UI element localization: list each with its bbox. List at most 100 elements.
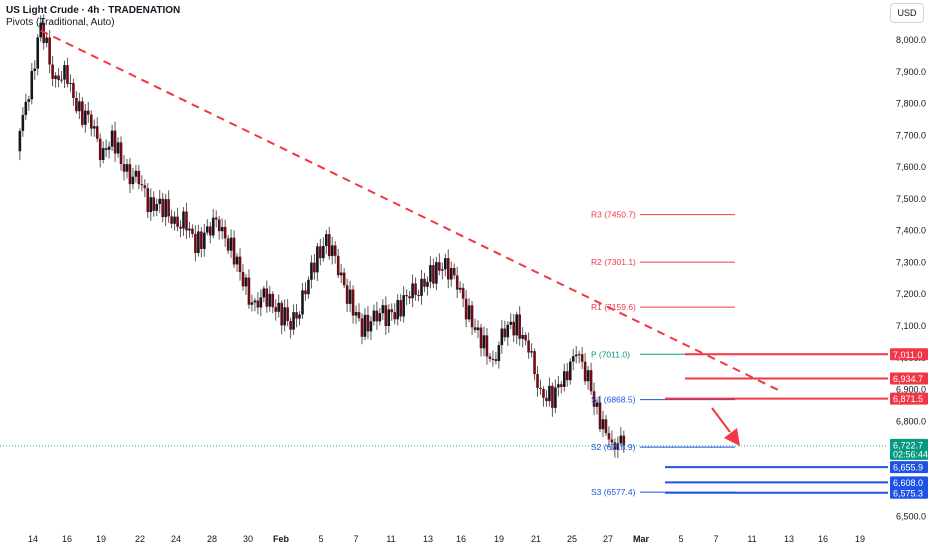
candle-body xyxy=(30,71,34,100)
candle-body xyxy=(176,216,179,227)
candle-body xyxy=(446,258,450,280)
candle-body xyxy=(366,314,370,332)
candle-body xyxy=(384,305,388,327)
candle-body xyxy=(313,262,316,273)
candle-body xyxy=(542,388,545,398)
candle-body xyxy=(238,256,242,273)
candle-body xyxy=(545,397,548,402)
candle-body xyxy=(417,295,420,297)
candle-body xyxy=(292,312,295,330)
candle-body xyxy=(530,351,533,353)
candle-body xyxy=(197,231,200,253)
candle-body xyxy=(203,232,206,249)
candle-body xyxy=(51,64,54,79)
candle-body xyxy=(253,300,257,303)
candle-body xyxy=(84,110,87,125)
candle-body xyxy=(319,246,322,259)
candle-body xyxy=(214,217,218,220)
candle-body xyxy=(449,268,453,280)
candle-body xyxy=(57,75,60,80)
candle-body xyxy=(536,374,539,388)
candle-body xyxy=(116,142,120,154)
candle-body xyxy=(485,335,489,357)
candle-body xyxy=(60,79,63,81)
pivot-label: P (7011.0) xyxy=(591,349,630,359)
candle-body xyxy=(307,279,310,295)
candle-body xyxy=(256,300,260,308)
candle-body xyxy=(592,391,596,407)
candle-body xyxy=(182,211,185,229)
level-lines xyxy=(0,353,888,494)
level-tag xyxy=(890,348,928,361)
candle-body xyxy=(164,199,167,218)
level-tag-label: 6,871.5 xyxy=(893,394,923,404)
candle-body xyxy=(107,146,111,150)
y-tick-label: 7,500.0 xyxy=(896,194,926,204)
candle-body xyxy=(277,302,280,312)
candle-body xyxy=(226,238,230,251)
candle-body xyxy=(491,358,495,360)
x-tick-label: Feb xyxy=(273,534,290,544)
candle-body xyxy=(322,245,325,259)
candle-body xyxy=(39,22,42,38)
candle-body xyxy=(27,99,31,102)
candle-body xyxy=(381,305,385,314)
candle-body xyxy=(220,226,224,232)
candle-body xyxy=(506,324,510,338)
level-tag xyxy=(890,486,928,499)
candle-body xyxy=(554,387,557,408)
candle-body xyxy=(548,385,551,402)
candle-body xyxy=(512,321,516,336)
candle-body xyxy=(92,126,96,129)
level-tag xyxy=(890,392,928,405)
candle-body xyxy=(206,226,209,233)
candle-body xyxy=(244,277,248,287)
candle-body xyxy=(351,289,355,316)
candle-body xyxy=(452,268,456,276)
candle-body xyxy=(72,83,75,99)
candle-body xyxy=(208,226,212,236)
x-tick-label: 5 xyxy=(318,534,323,544)
candle-body xyxy=(185,211,188,231)
candle-body xyxy=(473,327,477,331)
candle-body xyxy=(565,371,569,381)
symbol-title[interactable]: US Light Crude · 4h · TRADENATION xyxy=(6,5,181,16)
candle-body xyxy=(500,328,504,346)
candle-body xyxy=(476,327,480,331)
candle-body xyxy=(48,37,51,65)
candle-body xyxy=(455,275,459,290)
candle-body xyxy=(259,297,263,308)
candle-body xyxy=(461,287,465,299)
candle-body xyxy=(217,219,221,232)
candle-body xyxy=(131,176,135,185)
candle-body xyxy=(411,283,414,299)
candle-body xyxy=(247,277,251,305)
candle-body xyxy=(45,37,48,43)
price-axis: 6,500.06,800.06,900.07,000.07,100.07,200… xyxy=(896,35,926,522)
candle-body xyxy=(298,314,301,319)
candle-body xyxy=(378,313,382,322)
candle-body xyxy=(241,272,245,287)
candle-body xyxy=(75,98,78,112)
x-tick-label: 16 xyxy=(456,534,466,544)
candle-body xyxy=(387,309,391,327)
candle-body xyxy=(467,305,471,320)
candle-body xyxy=(125,164,129,172)
candle-body xyxy=(470,305,474,328)
candle-body xyxy=(316,246,319,273)
candle-body xyxy=(426,281,429,287)
candle-body xyxy=(122,164,126,172)
indicator-label[interactable]: Pivots (Traditional, Auto) xyxy=(6,17,115,28)
candle-body xyxy=(87,110,90,115)
y-tick-label: 8,000.0 xyxy=(896,35,926,45)
pivot-label: R1 (7159.6) xyxy=(591,302,636,312)
candle-body xyxy=(173,216,176,224)
candle-body xyxy=(229,237,233,251)
currency-button[interactable]: USD xyxy=(890,3,924,23)
candle-body xyxy=(399,300,402,317)
candle-body xyxy=(577,354,581,356)
y-tick-label: 7,600.0 xyxy=(896,162,926,172)
candle-body xyxy=(613,442,617,450)
candle-body xyxy=(66,65,69,84)
